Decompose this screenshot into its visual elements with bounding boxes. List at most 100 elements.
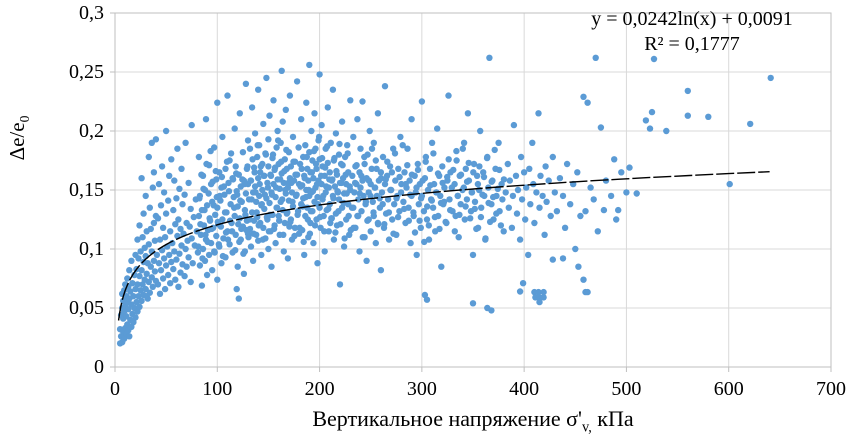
- scatter-point: [488, 307, 495, 314]
- scatter-point: [316, 71, 323, 78]
- scatter-point: [291, 224, 299, 231]
- scatter-point: [261, 205, 268, 213]
- scatter-point: [150, 219, 158, 227]
- x-axis-title: Вертикальное напряжение σ'v, кПа: [115, 406, 831, 436]
- scatter-point: [254, 142, 261, 149]
- scatter-point: [196, 262, 204, 269]
- scatter-point: [224, 236, 232, 243]
- x-tick-label: 600: [713, 378, 744, 400]
- scatter-point: [211, 249, 218, 256]
- scatter-point: [174, 145, 181, 152]
- scatter-point: [367, 228, 374, 235]
- scatter-point: [265, 245, 272, 253]
- scatter-point: [331, 183, 339, 190]
- scatter-point: [580, 276, 587, 283]
- scatter-point: [298, 165, 305, 172]
- scatter-point: [468, 189, 475, 196]
- scatter-point: [343, 190, 350, 197]
- scatter-point: [155, 260, 163, 267]
- scatter-point: [258, 201, 265, 208]
- scatter-point: [315, 133, 323, 141]
- scatter-point: [275, 212, 282, 220]
- scatter-point: [336, 281, 344, 288]
- scatter-point: [289, 133, 297, 141]
- scatter-point: [197, 231, 205, 238]
- scatter-point: [296, 224, 303, 231]
- scatter-point: [358, 208, 365, 215]
- scatter-point: [185, 179, 192, 187]
- scatter-point: [172, 221, 179, 228]
- scatter-point: [394, 213, 402, 221]
- trendline: [117, 171, 770, 321]
- scatter-point: [517, 153, 525, 161]
- scatter-point: [485, 199, 492, 207]
- scatter-point: [209, 178, 216, 185]
- scatter-point: [454, 192, 462, 200]
- scatter-point: [391, 150, 399, 157]
- scatter-point: [175, 216, 182, 223]
- scatter-point: [516, 236, 524, 243]
- scatter-point: [212, 211, 219, 218]
- scatter-point: [424, 203, 431, 210]
- scatter-point: [364, 217, 371, 224]
- scatter-point: [274, 137, 282, 144]
- scatter-point: [514, 186, 522, 194]
- scatter-point: [469, 251, 477, 259]
- scatter-point: [138, 175, 145, 182]
- scatter-point: [129, 280, 136, 287]
- scatter-point: [345, 212, 352, 220]
- scatter-point: [150, 257, 158, 264]
- scatter-point: [132, 314, 139, 321]
- scatter-point: [314, 201, 322, 208]
- scatter-point: [357, 145, 364, 152]
- scatter-point: [335, 196, 343, 203]
- scatter-point: [147, 263, 154, 270]
- scatter-point: [200, 185, 207, 192]
- scatter-point: [330, 236, 338, 243]
- scatter-point: [590, 196, 597, 203]
- scatter-point: [279, 118, 286, 125]
- scatter-point: [241, 206, 249, 214]
- scatter-point: [310, 239, 317, 247]
- scatter-point: [255, 175, 262, 182]
- scatter-point: [467, 215, 474, 222]
- y-tick-label: 0,05: [69, 297, 104, 319]
- scatter-point: [342, 171, 349, 178]
- scatter-point: [450, 166, 457, 174]
- scatter-point: [527, 201, 534, 208]
- scatter-point: [385, 236, 393, 243]
- scatter-point: [429, 204, 437, 211]
- scatter-point: [225, 188, 233, 195]
- scatter-point: [457, 201, 464, 208]
- scatter-point: [135, 255, 142, 262]
- scatter-point: [580, 93, 587, 101]
- scatter-point: [260, 172, 267, 179]
- scatter-point: [158, 163, 166, 170]
- scatter-point: [171, 248, 178, 255]
- scatter-point: [326, 169, 333, 176]
- scatter-point: [301, 175, 308, 182]
- scatter-point: [379, 201, 386, 208]
- scatter-point: [186, 223, 193, 230]
- scatter-point: [235, 221, 242, 228]
- scatter-point: [417, 195, 425, 202]
- scatter-point: [242, 80, 250, 88]
- scatter-point: [145, 153, 152, 161]
- scatter-point: [381, 83, 389, 90]
- scatter-point: [344, 150, 351, 157]
- scatter-point: [137, 287, 144, 294]
- scatter-point: [336, 140, 343, 148]
- scatter-point: [177, 225, 184, 233]
- scatter-point: [419, 177, 426, 184]
- scatter-point: [453, 147, 460, 155]
- scatter-point: [372, 157, 379, 164]
- scatter-point: [310, 175, 317, 182]
- scatter-point: [414, 160, 421, 168]
- scatter-point: [351, 179, 359, 187]
- scatter-point: [294, 211, 301, 218]
- scatter-point: [313, 165, 320, 172]
- scatter-point: [297, 183, 304, 190]
- scatter-point: [259, 186, 266, 194]
- scatter-point: [340, 243, 348, 250]
